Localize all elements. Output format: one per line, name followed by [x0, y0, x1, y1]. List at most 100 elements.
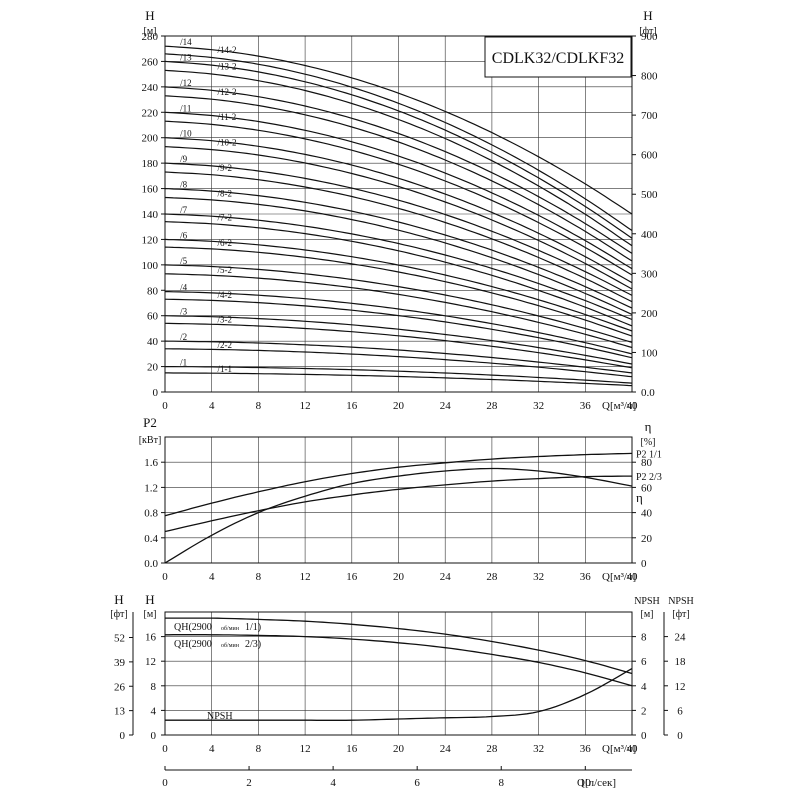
qh-curve-label: /6 [180, 230, 188, 240]
qh-x-tick-label: 0 [162, 400, 168, 412]
npsh-m-tick-label: 2 [641, 705, 647, 717]
qh-curve-label: /12 [180, 78, 192, 88]
h-feet-tick-label: 26 [114, 681, 126, 693]
qh-y-tick-label: 120 [142, 234, 159, 246]
efficiency-y-tick-label: 20 [641, 533, 653, 545]
qh-y-right-tick-label: 100 [641, 347, 658, 359]
qh-y-tick-label: 20 [147, 362, 159, 374]
qh-y-tick-label: 140 [142, 209, 159, 221]
qh-curve-label: /13-2 [218, 61, 237, 71]
power-series-line [164, 452, 633, 517]
qh-y-right-tick-label: 900 [641, 31, 658, 43]
qh-y-right-axis-unit: [фт] [639, 26, 657, 37]
power-y-tick-label: 0.4 [144, 533, 158, 545]
npsh-x-tick-label: 12 [300, 743, 311, 755]
npsh-m-tick-label: 8 [641, 632, 647, 644]
qh-series-label-speed-unit: об/мин [221, 642, 240, 649]
efficiency-y-tick-label: 60 [641, 482, 653, 494]
npsh-x-tick-label: 24 [440, 743, 452, 755]
flow-lps-tick-label: 8 [498, 777, 504, 789]
qh-curve [164, 340, 633, 374]
qh-y-right-tick-label: 600 [641, 150, 658, 162]
npsh-x-tick-label: 4 [209, 743, 215, 755]
qh-y-right-tick-label: 700 [641, 110, 658, 122]
flow-lps-tick-label: 2 [246, 777, 252, 789]
efficiency-series-label: η [636, 490, 643, 505]
efficiency-y-tick-label: 40 [641, 508, 653, 520]
npsh-h-tick-label: 16 [145, 632, 157, 644]
qh-curve [164, 221, 633, 327]
qh-curve [164, 264, 633, 343]
qh-curve [164, 196, 633, 315]
npsh-m-tick-label: 0 [641, 730, 647, 742]
qh-curve [164, 146, 633, 290]
npsh-x-tick-label: 40 [627, 743, 639, 755]
qh-curve [164, 60, 633, 239]
qh-curve [164, 45, 633, 215]
qh-curve [164, 238, 633, 332]
model-title: CDLK32/CDLKF32 [492, 50, 624, 67]
flow-lps-axis-label: Q[л/сек] [577, 777, 616, 789]
qh-x-tick-label: 32 [533, 400, 544, 412]
h-feet-tick-label: 39 [114, 657, 126, 669]
qh-curve-label: /4-2 [218, 290, 233, 300]
power-series-label: P2 1/1 [636, 449, 662, 460]
power-x-tick-label: 16 [346, 571, 358, 583]
qh-x-tick-label: 20 [393, 400, 405, 412]
npsh-feet-tick-label: 24 [675, 632, 687, 644]
flow-lps-tick-label: 10 [580, 777, 592, 789]
efficiency-y-axis-title: η [645, 419, 652, 434]
power-chart-panel: 0.0 0.4 0.8 1.2 1.6 0 20 40 60 80 0 4 8 12 16 20 24 28 32 3… [139, 415, 662, 583]
npsh-h-tick-label: 4 [151, 705, 157, 717]
qh-y-right-tick-label: 500 [641, 189, 658, 201]
power-x-tick-label: 20 [393, 571, 405, 583]
power-x-tick-label: 32 [533, 571, 544, 583]
qh-y-right-tick-label: 800 [641, 71, 658, 83]
npsh-h-tick-label: 0 [151, 730, 157, 742]
qh-curve [164, 137, 633, 284]
qh-x-axis-label: Q[м³/ч] [602, 400, 636, 412]
qh-y-axis-unit: [м] [144, 26, 157, 37]
power-y-tick-label: 0.0 [144, 558, 158, 570]
power-x-tick-label: 36 [580, 571, 592, 583]
flow-lps-tick-label: 6 [414, 777, 420, 789]
npsh-x-tick-label: 0 [162, 743, 168, 755]
qh-x-tick-label: 28 [486, 400, 498, 412]
h-feet-tick-label: 13 [114, 706, 126, 718]
qh-y-tick-label: 160 [142, 184, 159, 196]
power-x-tick-label: 4 [209, 571, 215, 583]
power-x-tick-label: 40 [627, 571, 639, 583]
qh-y-tick-label: 220 [142, 107, 159, 119]
power-x-tick-label: 28 [486, 571, 498, 583]
npsh-series-line [165, 617, 633, 675]
qh-curve-label: /4 [180, 283, 188, 293]
qh-y-tick-label: 40 [147, 336, 159, 348]
qh-curve-label: /2 [180, 332, 187, 342]
qh-y-tick-label: 180 [142, 158, 159, 170]
h-feet-axis-title: H [114, 592, 123, 607]
qh-curve [164, 171, 633, 303]
qh-curve-label: /2-2 [218, 340, 233, 350]
qh-curve-label: /13 [180, 52, 192, 62]
qh-curve-label: /10 [180, 129, 192, 139]
npsh-x-tick-label: 32 [533, 743, 544, 755]
npsh-series-label: NPSH [207, 711, 233, 722]
power-series-line [164, 467, 633, 564]
power-x-axis-label: Q[м³/ч] [602, 571, 636, 583]
qh-y-tick-label: 200 [142, 133, 159, 145]
qh-curve-label: /1 [180, 358, 187, 368]
npsh-feet-tick-label: 18 [675, 656, 687, 668]
qh-curve [164, 95, 633, 262]
qh-curve-label: /14-2 [218, 45, 237, 55]
qh-curve-label: /5-2 [218, 265, 233, 275]
qh-curve-label: /8-2 [218, 188, 233, 198]
qh-series-label: QH(2900 [174, 639, 212, 650]
qh-curve [164, 188, 633, 309]
npsh-feet-tick-label: 6 [677, 705, 683, 717]
qh-x-tick-label: 16 [346, 400, 358, 412]
qh-curve [164, 246, 633, 337]
qh-y-right-axis-title: H [643, 8, 652, 23]
power-x-tick-label: 8 [256, 571, 262, 583]
qh-y-tick-label: 260 [142, 56, 159, 68]
